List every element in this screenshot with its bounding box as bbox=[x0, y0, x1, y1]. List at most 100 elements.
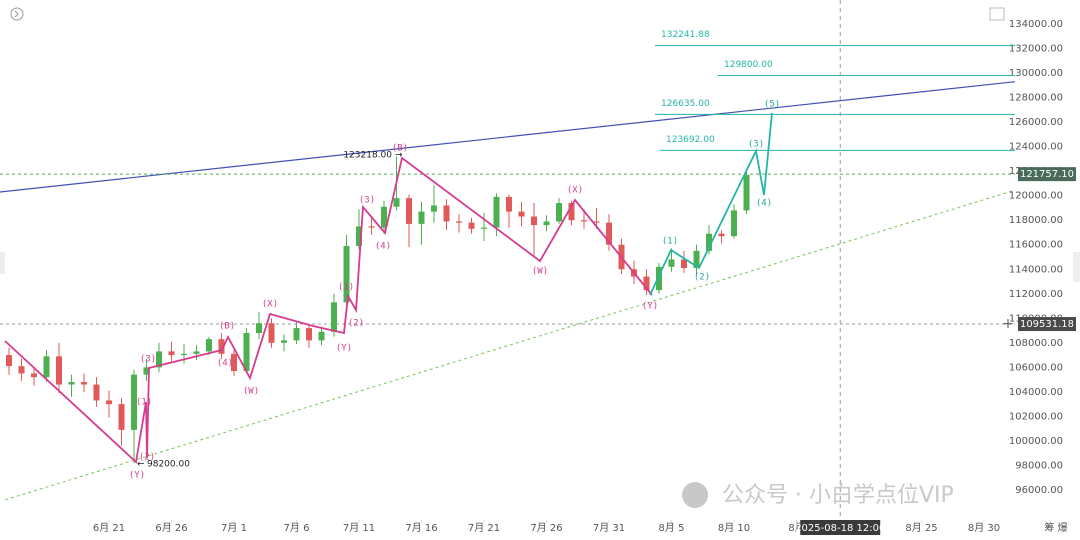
y-tick-label: 134000.00 bbox=[1009, 19, 1063, 30]
candle-body bbox=[693, 250, 700, 269]
crosshair-plus: + bbox=[1002, 316, 1014, 332]
price-note: 98200.00 bbox=[147, 459, 190, 469]
pink-wave bbox=[4, 156, 653, 464]
wave-label: (W) bbox=[532, 267, 548, 277]
target-label: 126635.00 bbox=[661, 99, 710, 109]
x-tick-label: 7月 1 bbox=[221, 522, 247, 534]
level-label: 109531.18 bbox=[1020, 319, 1074, 330]
y-tick-label: 108000.00 bbox=[1009, 338, 1063, 349]
y-tick-label: 98000.00 bbox=[1015, 460, 1063, 471]
y-tick-label: 124000.00 bbox=[1009, 142, 1063, 153]
x-tick-label: 8月 5 bbox=[659, 522, 685, 534]
candle-body bbox=[56, 356, 62, 385]
wave-label: (4) bbox=[375, 242, 391, 252]
candle-body bbox=[656, 266, 662, 291]
x-tick-label: 7月 6 bbox=[284, 522, 310, 534]
wave-label: (3) bbox=[748, 140, 764, 150]
candle-body bbox=[256, 323, 262, 334]
wave-label: (4) bbox=[756, 199, 772, 209]
candle-body bbox=[706, 233, 712, 251]
x-tick-label: 6月 26 bbox=[155, 522, 187, 534]
x-tick-label: 8月 30 bbox=[968, 522, 1000, 534]
target-label: 132241.88 bbox=[661, 30, 710, 40]
scroll-handle[interactable] bbox=[1073, 252, 1080, 282]
level-label: 121757.10 bbox=[1020, 169, 1074, 180]
x-tick-label: 8月 10 bbox=[718, 522, 750, 534]
collapse-button[interactable] bbox=[10, 7, 24, 21]
candle-body bbox=[543, 221, 550, 226]
candle-body bbox=[318, 331, 325, 341]
wave-label: (X) bbox=[262, 300, 278, 310]
y-tick-label: 126000.00 bbox=[1009, 117, 1063, 128]
candle-body bbox=[281, 340, 287, 343]
trend-line bbox=[5, 189, 1016, 501]
x-tick-label: 6月 21 bbox=[93, 522, 125, 534]
candle-body bbox=[293, 328, 300, 341]
wave-label: (W) bbox=[243, 387, 259, 397]
left-handle[interactable] bbox=[0, 252, 5, 274]
y-tick-label: 100000.00 bbox=[1009, 436, 1063, 447]
candle-body bbox=[368, 226, 375, 228]
candle-body bbox=[493, 196, 500, 228]
candle-body bbox=[431, 205, 437, 212]
candle-body bbox=[306, 328, 312, 341]
candle-body bbox=[31, 373, 37, 378]
wave-label: (1) bbox=[338, 283, 354, 293]
wave-label: (3) bbox=[359, 196, 375, 206]
candle-body bbox=[518, 211, 525, 217]
candle-body bbox=[531, 216, 537, 226]
crosshair-label: 2025-08-18 12:00 bbox=[795, 523, 885, 534]
candle-body bbox=[331, 302, 337, 332]
x-tick-label: 8月 25 bbox=[905, 522, 937, 534]
wave-label: (4) bbox=[217, 359, 233, 369]
candle-body bbox=[581, 220, 587, 222]
candle-body bbox=[118, 404, 125, 430]
settings-icon[interactable] bbox=[989, 7, 1005, 21]
candle-body bbox=[268, 323, 275, 343]
wave-label: (2) bbox=[139, 453, 155, 463]
y-tick-label: 120000.00 bbox=[1009, 191, 1063, 202]
x-tick-label: 7月 26 bbox=[530, 522, 562, 534]
target-label: 123692.00 bbox=[666, 135, 715, 145]
y-tick-label: 112000.00 bbox=[1009, 289, 1063, 300]
wave-label: (B) bbox=[392, 144, 408, 154]
wave-label: (Y) bbox=[129, 471, 145, 481]
candle-body bbox=[593, 221, 600, 223]
candle-body bbox=[418, 211, 425, 224]
wave-label: (X) bbox=[567, 186, 583, 196]
x-tick-label: 7月 11 bbox=[343, 522, 375, 534]
price-note: 123218.00 bbox=[343, 151, 392, 161]
candle-body bbox=[168, 351, 175, 356]
corner-text: 筹 爆 bbox=[1044, 521, 1067, 534]
wave-label: (B) bbox=[219, 322, 235, 332]
candle-body bbox=[156, 351, 162, 368]
candle-body bbox=[568, 203, 575, 221]
price-arrow: → bbox=[395, 151, 403, 161]
level-box bbox=[1018, 317, 1076, 332]
x-tick-label: 7月 21 bbox=[468, 522, 500, 534]
watermark-icon bbox=[682, 482, 708, 508]
candle-body bbox=[93, 384, 100, 401]
candle-body bbox=[356, 226, 362, 246]
candle-body bbox=[681, 259, 687, 269]
candle-body bbox=[231, 353, 237, 372]
candle-body bbox=[206, 339, 212, 352]
candle-body bbox=[481, 227, 487, 229]
candle-body bbox=[443, 205, 450, 222]
y-tick-label: 106000.00 bbox=[1009, 362, 1063, 373]
wave-label: (Y) bbox=[336, 344, 352, 354]
wave-label: (3) bbox=[140, 355, 156, 365]
wave-label: (5) bbox=[764, 100, 780, 110]
candle-body bbox=[343, 245, 350, 303]
wave-label: (1) bbox=[662, 237, 678, 247]
candle-body bbox=[81, 382, 87, 385]
candle-body bbox=[668, 259, 675, 267]
candle-body bbox=[143, 367, 150, 375]
candle-body bbox=[6, 355, 12, 367]
candle-body bbox=[556, 203, 562, 222]
y-tick-label: 130000.00 bbox=[1009, 68, 1063, 79]
candle-body bbox=[381, 206, 387, 228]
candle-body bbox=[406, 198, 412, 224]
candle-body bbox=[468, 222, 475, 229]
